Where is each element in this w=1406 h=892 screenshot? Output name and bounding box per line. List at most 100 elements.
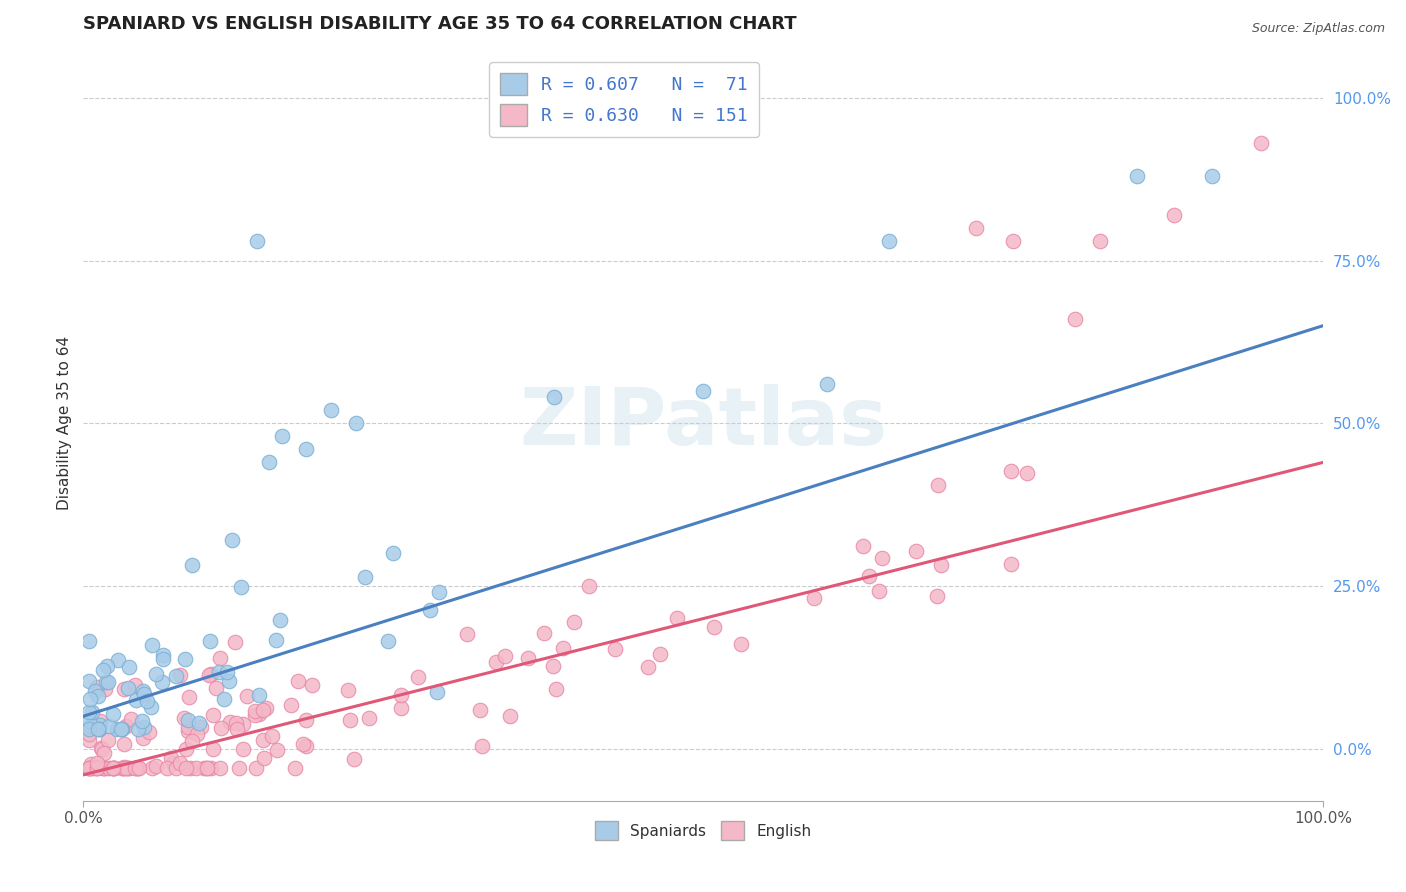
Point [471, 739, 494, 754]
Point [82, 761, 104, 775]
Point [252, 750, 274, 764]
Point [79, 692, 101, 706]
Point [498, 709, 520, 723]
Point [79, 761, 101, 775]
Point [150, 674, 173, 689]
Point [247, 688, 270, 702]
Point [117, 761, 139, 775]
Point [87, 723, 110, 737]
Point [648, 647, 671, 661]
Point [228, 761, 250, 775]
Point [245, 707, 267, 722]
Point [730, 637, 752, 651]
Point [236, 689, 259, 703]
Point [84, 684, 107, 698]
Point [110, 723, 132, 737]
Point [90, 742, 112, 756]
Point [221, 533, 243, 548]
Point [94, 682, 117, 697]
Point [200, 667, 222, 681]
Point [321, 403, 343, 417]
Point [208, 651, 231, 665]
Point [197, 667, 219, 681]
Point [132, 687, 155, 701]
Point [139, 699, 162, 714]
Point [541, 658, 564, 673]
Point [219, 714, 242, 729]
Point [93, 747, 115, 761]
Point [562, 615, 585, 629]
Point [1250, 136, 1272, 151]
Point [382, 546, 405, 560]
Point [79, 634, 101, 648]
Point [86, 690, 108, 704]
Point [120, 712, 142, 726]
Point [103, 761, 125, 775]
Y-axis label: Disability Age 35 to 64: Disability Age 35 to 64 [58, 336, 72, 510]
Point [427, 585, 450, 599]
Point [186, 761, 208, 775]
Point [252, 703, 274, 717]
Point [176, 761, 198, 775]
Point [193, 761, 215, 775]
Point [94, 761, 117, 775]
Point [111, 761, 134, 775]
Point [389, 701, 412, 715]
Point [112, 737, 135, 751]
Point [159, 751, 181, 765]
Point [295, 442, 318, 457]
Point [145, 667, 167, 681]
Point [200, 761, 222, 775]
Point [169, 756, 191, 770]
Point [868, 583, 890, 598]
Text: SPANIARD VS ENGLISH DISABILITY AGE 35 TO 64 CORRELATION CHART: SPANIARD VS ENGLISH DISABILITY AGE 35 TO… [83, 15, 797, 33]
Point [703, 620, 725, 634]
Point [127, 723, 149, 737]
Point [205, 681, 228, 696]
Point [692, 384, 714, 398]
Point [156, 761, 179, 775]
Point [90, 740, 112, 755]
Point [86, 761, 108, 775]
Point [225, 715, 247, 730]
Point [103, 761, 125, 775]
Point [132, 721, 155, 735]
Point [254, 700, 277, 714]
Point [665, 611, 688, 625]
Point [177, 713, 200, 727]
Point [86, 681, 108, 695]
Point [301, 678, 323, 692]
Point [637, 660, 659, 674]
Point [79, 723, 101, 737]
Point [111, 723, 134, 737]
Point [208, 665, 231, 679]
Point [177, 723, 200, 738]
Point [201, 742, 224, 756]
Point [1163, 208, 1185, 222]
Point [870, 551, 893, 566]
Point [112, 681, 135, 696]
Point [115, 761, 138, 775]
Point [1064, 312, 1087, 326]
Point [197, 761, 219, 775]
Point [118, 761, 141, 775]
Point [214, 692, 236, 706]
Point [231, 580, 253, 594]
Point [494, 649, 516, 664]
Point [292, 737, 315, 751]
Point [117, 681, 139, 695]
Point [138, 724, 160, 739]
Point [905, 544, 928, 558]
Point [343, 752, 366, 766]
Point [84, 759, 107, 773]
Point [177, 690, 200, 704]
Point [101, 761, 124, 775]
Point [1126, 169, 1149, 183]
Point [264, 633, 287, 648]
Point [215, 665, 238, 679]
Point [98, 719, 121, 733]
Point [470, 703, 492, 717]
Point [79, 705, 101, 719]
Point [186, 727, 208, 741]
Point [103, 761, 125, 775]
